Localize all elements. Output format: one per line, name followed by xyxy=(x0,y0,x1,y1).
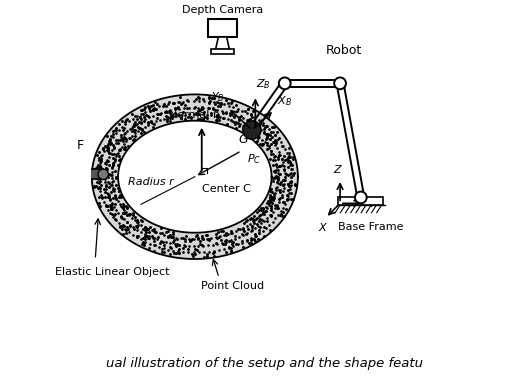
Text: $P_C$: $P_C$ xyxy=(247,152,261,166)
Text: $Y$: $Y$ xyxy=(369,197,378,209)
Text: ual illustration of the setup and the shape featu: ual illustration of the setup and the sh… xyxy=(106,356,422,369)
Circle shape xyxy=(279,78,290,89)
Bar xyxy=(338,198,383,205)
Text: Radius r: Radius r xyxy=(128,177,174,187)
Text: Elastic Linear Object: Elastic Linear Object xyxy=(55,267,170,277)
Text: Depth Camera: Depth Camera xyxy=(182,5,263,15)
Polygon shape xyxy=(118,121,271,233)
Polygon shape xyxy=(215,37,230,49)
Circle shape xyxy=(98,169,108,179)
Text: Robot: Robot xyxy=(325,44,362,57)
Bar xyxy=(88,169,103,179)
Text: $X_B$: $X_B$ xyxy=(277,94,292,108)
Bar xyxy=(211,49,233,54)
Text: $Z$: $Z$ xyxy=(333,163,343,175)
Text: $Y_B$: $Y_B$ xyxy=(211,90,225,104)
Circle shape xyxy=(334,78,346,89)
Polygon shape xyxy=(92,94,298,259)
Text: Base Frame: Base Frame xyxy=(338,222,404,232)
Circle shape xyxy=(355,192,367,203)
Text: $X$: $X$ xyxy=(318,221,328,233)
Bar xyxy=(208,19,237,37)
Text: Normal n: Normal n xyxy=(169,110,220,120)
Text: F: F xyxy=(77,139,84,152)
Text: $Z_B$: $Z_B$ xyxy=(257,78,271,91)
Text: Center C: Center C xyxy=(202,184,251,194)
Text: Point Cloud: Point Cloud xyxy=(201,282,265,291)
Text: G: G xyxy=(239,133,248,146)
Circle shape xyxy=(243,121,261,139)
